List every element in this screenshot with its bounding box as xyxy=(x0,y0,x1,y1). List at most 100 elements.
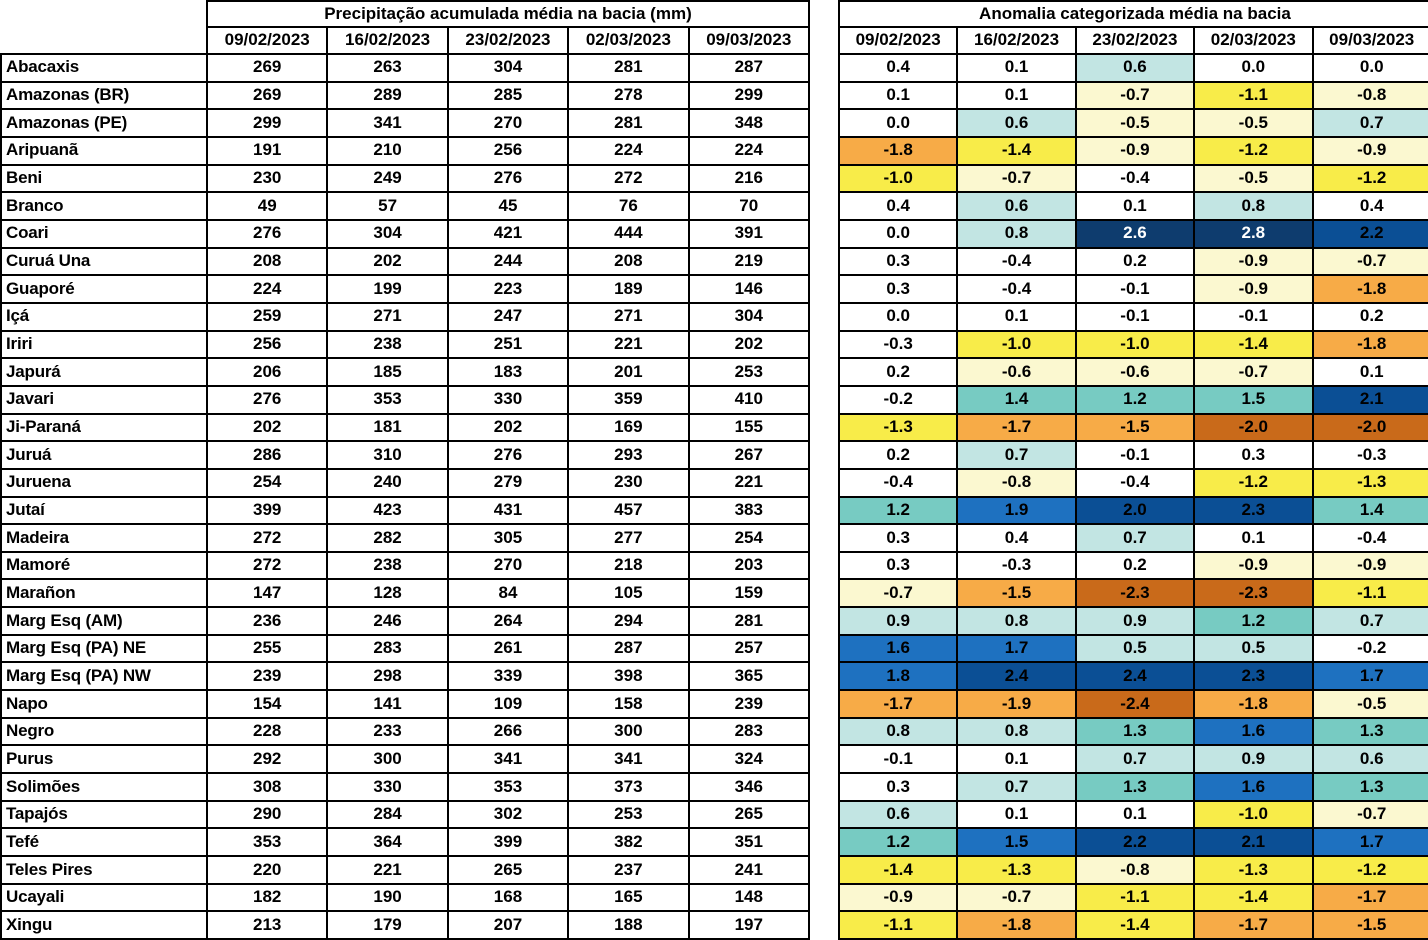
precip-value-cell: 351 xyxy=(687,827,810,858)
anomaly-value-cell: 0.5 xyxy=(1074,633,1196,664)
anomaly-value-cell: -0.4 xyxy=(956,246,1077,277)
anomaly-value-cell: 0.3 xyxy=(837,772,959,802)
precip-value-cell: 228 xyxy=(205,716,329,747)
anomaly-row: 0.9 0.8 0.9 1.2 0.7 xyxy=(837,606,1428,636)
anomaly-value-cell: -0.9 xyxy=(1311,550,1428,581)
anomaly-value-cell: -0.6 xyxy=(1074,357,1196,387)
precipitation-row: Beni 230 249 276 272 216 xyxy=(0,163,810,194)
precipitation-row: Ucayali 182 190 168 165 148 xyxy=(0,882,810,913)
precip-value-cell: 299 xyxy=(687,80,810,111)
anomaly-value-cell: 0.4 xyxy=(1311,191,1428,221)
precip-value-cell: 281 xyxy=(567,108,690,138)
precip-value-cell: 146 xyxy=(687,274,810,304)
anomaly-value-cell: 0.3 xyxy=(837,274,959,304)
anomaly-value-cell: -0.9 xyxy=(837,882,959,913)
precip-value-cell: 300 xyxy=(567,716,690,747)
anomaly-value-cell: 1.2 xyxy=(1074,384,1196,415)
precip-value-cell: 224 xyxy=(687,135,810,166)
anomaly-value-cell: -1.1 xyxy=(1074,882,1196,913)
precip-value-cell: 365 xyxy=(687,661,810,692)
precip-value-cell: 216 xyxy=(687,163,810,194)
basin-label: Japurá xyxy=(0,357,208,387)
anomaly-value-cell: -0.7 xyxy=(1311,799,1428,830)
anomaly-value-cell: -0.7 xyxy=(837,578,959,609)
anomaly-value-cell: -1.1 xyxy=(837,910,959,940)
anomaly-value-cell: -0.1 xyxy=(1074,274,1196,304)
precip-value-cell: 256 xyxy=(205,329,329,360)
anomaly-value-cell: -1.0 xyxy=(956,329,1077,360)
basin-label: Negro xyxy=(0,716,208,747)
anomaly-value-cell: -0.9 xyxy=(1311,135,1428,166)
precip-value-cell: 188 xyxy=(567,910,690,940)
basin-label: Branco xyxy=(0,191,208,221)
anomaly-value-cell: -0.5 xyxy=(1311,689,1428,719)
anomaly-value-cell: 2.4 xyxy=(956,661,1077,692)
precip-value-cell: 398 xyxy=(567,661,690,692)
precipitation-row: Ji-Paraná 202 181 202 169 155 xyxy=(0,412,810,443)
anomaly-value-cell: -1.8 xyxy=(956,910,1077,940)
anomaly-value-cell: 0.0 xyxy=(837,218,959,249)
precip-value-cell: 302 xyxy=(446,799,570,830)
basin-label: Ji-Paraná xyxy=(0,412,208,443)
precip-value-cell: 271 xyxy=(326,301,449,332)
anomaly-value-cell: 0.0 xyxy=(1311,53,1428,83)
precip-value-cell: 202 xyxy=(446,412,570,443)
precipitation-row: Marañon 147 128 84 105 159 xyxy=(0,578,810,609)
anomaly-row: 1.6 1.7 0.5 0.5 -0.2 xyxy=(837,633,1428,664)
precip-value-cell: 382 xyxy=(567,827,690,858)
anomaly-value-cell: 0.4 xyxy=(837,191,959,221)
precip-value-cell: 272 xyxy=(567,163,690,194)
precip-value-cell: 202 xyxy=(687,329,810,360)
anomaly-value-cell: -0.9 xyxy=(1193,550,1314,581)
anomaly-value-cell: -0.9 xyxy=(1074,135,1196,166)
anomaly-value-cell: -0.7 xyxy=(1193,357,1314,387)
anomaly-value-cell: 1.4 xyxy=(1311,495,1428,526)
date-header-cell: 23/02/2023 xyxy=(1074,26,1196,55)
anomaly-value-cell: 1.6 xyxy=(1193,772,1314,802)
anomaly-value-cell: 0.3 xyxy=(1193,440,1314,470)
anomaly-value-cell: -1.4 xyxy=(837,855,959,885)
anomaly-value-cell: 0.8 xyxy=(837,716,959,747)
precip-value-cell: 239 xyxy=(687,689,810,719)
precip-value-cell: 341 xyxy=(326,108,449,138)
precipitation-row: Purus 292 300 341 341 324 xyxy=(0,744,810,775)
anomaly-value-cell: 0.7 xyxy=(956,440,1077,470)
anomaly-value-cell: -0.7 xyxy=(1311,246,1428,277)
date-header-cell: 09/03/2023 xyxy=(687,26,810,55)
precip-value-cell: 246 xyxy=(326,606,449,636)
precip-value-cell: 308 xyxy=(205,772,329,802)
anomaly-value-cell: -1.2 xyxy=(1193,467,1314,498)
precip-value-cell: 264 xyxy=(446,606,570,636)
anomaly-value-cell: -0.2 xyxy=(837,384,959,415)
precip-value-cell: 284 xyxy=(326,799,449,830)
anomaly-value-cell: -1.8 xyxy=(1311,329,1428,360)
precip-value-cell: 168 xyxy=(446,882,570,913)
anomaly-value-cell: 0.3 xyxy=(837,246,959,277)
anomaly-value-cell: 0.9 xyxy=(1193,744,1314,775)
anomaly-row: -1.0 -0.7 -0.4 -0.5 -1.2 xyxy=(837,163,1428,194)
precip-value-cell: 230 xyxy=(567,467,690,498)
anomaly-value-cell: -1.5 xyxy=(1311,910,1428,940)
precipitation-row: Mamoré 272 238 270 218 203 xyxy=(0,550,810,581)
anomaly-value-cell: 1.8 xyxy=(837,661,959,692)
anomaly-value-cell: -0.5 xyxy=(1074,108,1196,138)
anomaly-value-cell: -1.4 xyxy=(1193,882,1314,913)
anomaly-value-cell: 0.1 xyxy=(956,301,1077,332)
precip-value-cell: 421 xyxy=(446,218,570,249)
anomaly-value-cell: 0.6 xyxy=(956,108,1077,138)
precipitation-row: Branco 49 57 45 76 70 xyxy=(0,191,810,221)
precip-value-cell: 324 xyxy=(687,744,810,775)
precip-value-cell: 353 xyxy=(326,384,449,415)
anomaly-row: -0.4 -0.8 -0.4 -1.2 -1.3 xyxy=(837,467,1428,498)
basin-label: Purus xyxy=(0,744,208,775)
anomaly-row: 1.8 2.4 2.4 2.3 1.7 xyxy=(837,661,1428,692)
precip-value-cell: 457 xyxy=(567,495,690,526)
basin-label: Amazonas (BR) xyxy=(0,80,208,111)
precipitation-row: Napo 154 141 109 158 239 xyxy=(0,689,810,719)
anomaly-value-cell: 0.2 xyxy=(837,357,959,387)
precip-value-cell: 158 xyxy=(567,689,690,719)
precip-value-cell: 263 xyxy=(326,53,449,83)
precip-value-cell: 154 xyxy=(205,689,329,719)
anomaly-value-cell: -0.5 xyxy=(1193,163,1314,194)
